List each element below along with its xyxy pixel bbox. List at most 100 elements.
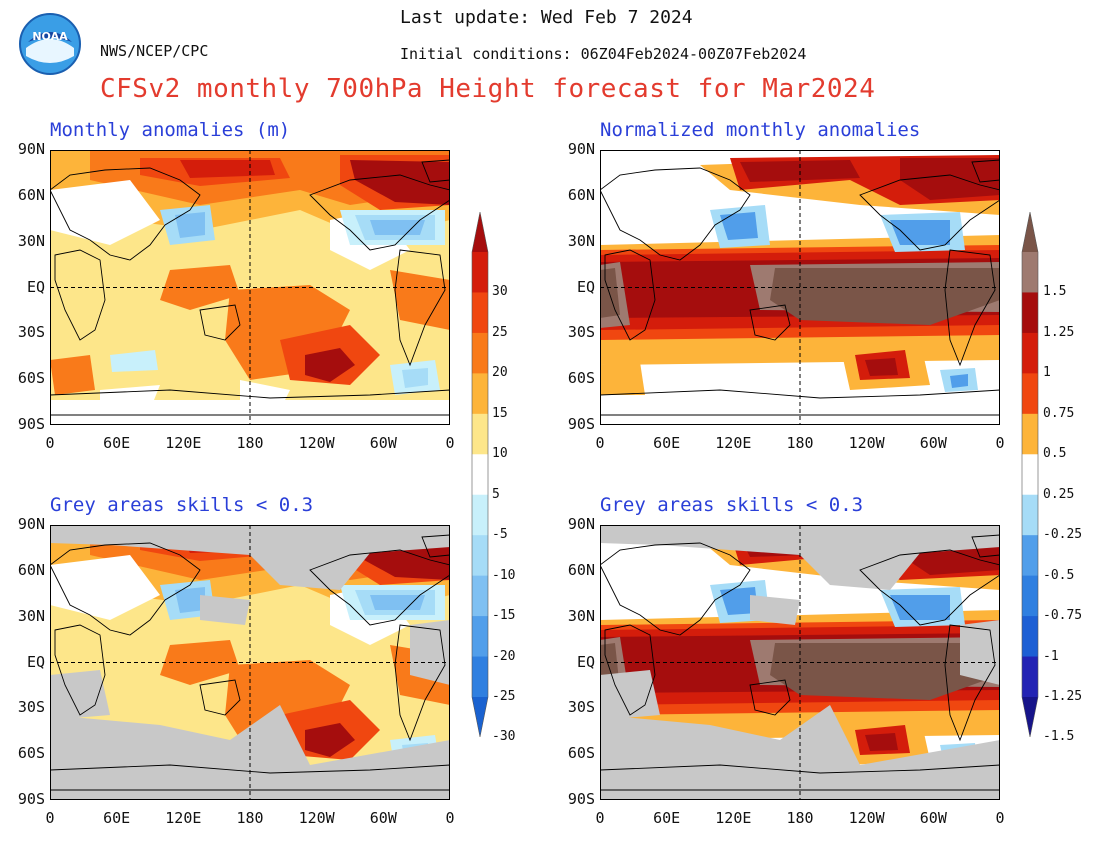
map-top-left-anomaly-region <box>240 380 290 410</box>
map-bottom-left-frame <box>50 525 450 800</box>
colorbar-normalized-outline <box>1021 212 1039 737</box>
colorbar-normalized-swatch <box>1022 575 1038 617</box>
map-bottom-right-anomaly-region <box>720 587 758 615</box>
map-top-left-coastline <box>54 249 106 341</box>
map-top-left-anomaly-region <box>175 212 205 238</box>
map-bottom-right-low-skill-region <box>750 595 800 625</box>
last-update: Last update: Wed Feb 7 2024 <box>400 7 693 28</box>
colorbar-absolute-arrow-top <box>472 212 488 252</box>
lon-label: 60W <box>369 809 397 827</box>
lat-label: 60S <box>17 744 45 763</box>
colorbar-normalized-swatch <box>1022 252 1038 293</box>
colorbar-normalized-swatch <box>1022 616 1038 658</box>
colorbar-tick-label: -30 <box>492 729 516 745</box>
map-bottom-right-coastline <box>944 624 996 742</box>
map-bottom-right-low-skill-region <box>600 670 660 720</box>
map-top-left-coastline <box>421 159 450 183</box>
colorbar-absolute-swatch <box>472 292 488 334</box>
colorbar-normalized-arrow-top <box>1022 212 1038 252</box>
colorbar-tick-label: 0.25 <box>1043 486 1075 502</box>
lon-label: 120E <box>165 434 202 452</box>
lon-label: 60E <box>103 434 131 452</box>
lon-label: 60W <box>919 434 947 452</box>
map-top-right-coastline <box>971 159 1000 183</box>
colorbar-tick-label: -1.25 <box>1043 689 1083 704</box>
lat-label: 30N <box>17 606 45 625</box>
lon-label: 60W <box>369 434 397 452</box>
lat-label: 90S <box>17 415 45 433</box>
colorbar-absolute-swatch <box>472 494 488 536</box>
lat-label: 90S <box>17 790 45 808</box>
map-bottom-left-low-skill-region <box>50 670 110 720</box>
lat-label: 30S <box>17 323 45 342</box>
lat-label: 60N <box>567 185 595 204</box>
lon-label: 0 <box>45 434 55 452</box>
colorbar-tick-label: -20 <box>492 648 516 664</box>
map-top-right-frame <box>600 150 1000 425</box>
colorbar-tick-label: 15 <box>492 405 508 421</box>
map-top-right-anomaly-region <box>770 268 1000 325</box>
lat-label: 60N <box>17 185 45 204</box>
colorbar-normalized-swatch <box>1022 292 1038 334</box>
lat-label: EQ <box>576 652 595 671</box>
svg-text:NOAA: NOAA <box>32 30 68 43</box>
lat-label: 60S <box>567 744 595 763</box>
initial-conditions: Initial conditions: 06Z04Feb2024-00Z07Fe… <box>400 45 807 63</box>
colorbar-absolute-swatch <box>472 575 488 617</box>
colorbar-tick-label: 30 <box>492 284 508 300</box>
lon-label: 60E <box>653 809 681 827</box>
map-top-left-anomaly-region <box>180 160 275 178</box>
lat-label: 60N <box>17 560 45 579</box>
colorbar-normalized-swatch <box>1022 454 1038 496</box>
map-bottom-left-coastline <box>421 534 450 558</box>
map-bottom-left-anomaly-region <box>305 723 355 757</box>
map-bottom-right-coastline <box>600 542 751 636</box>
lon-label: 120W <box>848 809 885 827</box>
lon-label: 120W <box>298 809 335 827</box>
colorbar-tick-label: -1.5 <box>1043 729 1075 745</box>
colorbar-absolute-outline <box>471 212 489 737</box>
map-bottom-left-anomaly-region <box>50 555 160 620</box>
lat-label: 90S <box>567 415 595 433</box>
lon-label: 120W <box>848 434 885 452</box>
colorbar-tick-label: -25 <box>492 689 516 704</box>
map-bottom-right-coastline <box>600 764 1000 791</box>
map-bottom-right-frame <box>600 525 1000 800</box>
lon-label: 120E <box>715 809 752 827</box>
map-bottom-right-coastline <box>971 534 1000 558</box>
map-panel-bottom-right <box>600 525 1000 800</box>
map-bottom-right-coastline <box>859 549 1000 626</box>
map-panel-top-left <box>50 150 450 425</box>
map-panel-top-right <box>600 150 1000 425</box>
colorbar-absolute-swatch <box>472 656 488 698</box>
lat-label: 30N <box>567 231 595 250</box>
map-bottom-right-coastline <box>604 624 656 716</box>
map-top-right-anomaly-region <box>865 358 898 376</box>
colorbar-normalized-swatch <box>1022 332 1038 374</box>
map-top-right-coastline <box>604 249 656 341</box>
map-panel-bottom-left <box>50 525 450 800</box>
map-bottom-left-coastline <box>394 624 446 742</box>
lon-label: 60W <box>919 809 947 827</box>
lat-label: EQ <box>26 652 45 671</box>
map-bottom-left-coastline <box>50 764 450 791</box>
lon-label: 0 <box>445 434 455 452</box>
colorbar-normalized-arrow-bottom <box>1022 697 1038 737</box>
map-bottom-left-coastline <box>50 542 201 636</box>
map-top-left-coastline <box>50 167 201 261</box>
colorbar-tick-label: 25 <box>492 324 508 340</box>
map-top-left-coastline <box>199 304 241 341</box>
map-bottom-right-low-skill-region <box>600 525 1000 590</box>
colorbar-normalized-swatch <box>1022 494 1038 536</box>
colorbar-absolute-swatch <box>472 413 488 455</box>
lat-label: 90N <box>567 515 595 533</box>
map-top-right-coastline <box>749 304 791 341</box>
colorbar-tick-label: -10 <box>492 567 516 583</box>
map-top-left-anomaly-region <box>50 355 95 395</box>
lon-label: 0 <box>45 809 55 827</box>
colorbar-normalized-swatch <box>1022 656 1038 698</box>
lat-label: 60S <box>17 369 45 388</box>
lon-label: 60E <box>653 434 681 452</box>
map-bottom-right-anomaly-region <box>770 643 1000 700</box>
map-top-left-anomaly-region <box>110 350 158 372</box>
